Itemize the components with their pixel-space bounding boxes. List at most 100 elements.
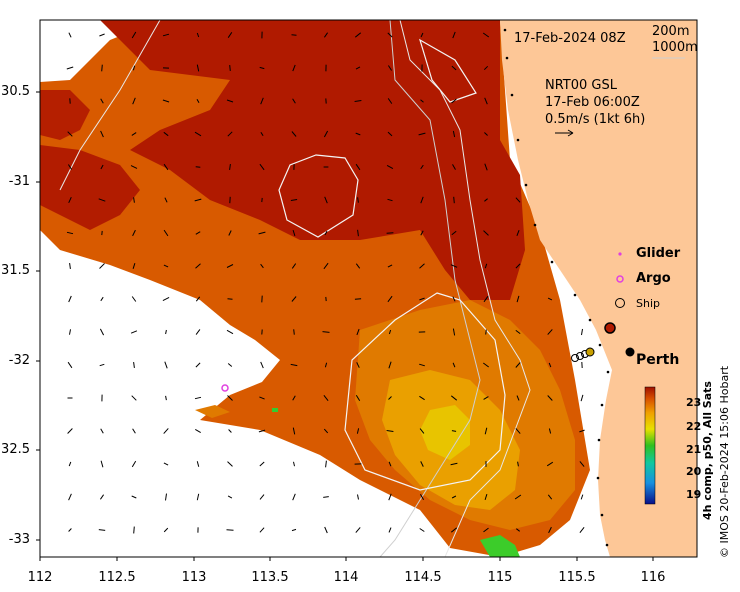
current-vector	[483, 295, 489, 303]
lat-label: -32	[8, 353, 30, 368]
current-vector	[484, 97, 488, 105]
map-date: 17-Feb-2024 08Z	[514, 31, 626, 46]
current-vector	[226, 264, 234, 268]
current-vector	[227, 363, 233, 367]
current-vector	[453, 196, 455, 204]
current-vector	[226, 99, 234, 103]
current-vector	[163, 229, 169, 237]
current-vector	[164, 197, 168, 203]
current-vector	[292, 395, 296, 401]
current-vectors	[66, 31, 585, 534]
current-vector	[450, 264, 458, 268]
current-vector	[355, 163, 361, 171]
sst-green-dot	[272, 408, 278, 412]
current-vector	[98, 529, 106, 531]
current-vector	[419, 263, 425, 269]
current-vector	[196, 32, 200, 38]
current-vector	[163, 131, 169, 137]
current-vector	[259, 494, 265, 500]
current-vector	[420, 230, 424, 236]
current-vector	[194, 131, 202, 137]
current-vector	[195, 329, 201, 335]
current-vector	[132, 263, 136, 269]
current-vector	[68, 461, 72, 467]
current-vector	[323, 394, 329, 402]
current-vector	[292, 229, 296, 237]
current-vector	[580, 394, 584, 402]
current-vector	[163, 163, 169, 171]
current-vector	[323, 496, 329, 498]
legend-ship: Ship	[636, 297, 660, 310]
current-vector	[131, 395, 137, 401]
current-vector	[450, 462, 458, 466]
contour-west	[59, 20, 161, 191]
sst-hot-north	[100, 20, 525, 300]
current-vector	[450, 527, 458, 533]
colorbar	[644, 386, 656, 505]
current-vector	[195, 362, 201, 368]
current-vector	[579, 429, 585, 433]
current-vector	[356, 362, 360, 368]
map-frame	[39, 19, 698, 558]
current-vector	[419, 428, 425, 434]
ship-position[interactable]	[604, 322, 616, 334]
current-vector	[66, 66, 74, 70]
current-vector	[516, 395, 520, 401]
current-vector	[131, 460, 137, 468]
current-vector	[259, 163, 265, 171]
current-vector	[420, 99, 424, 103]
sst-hot-west	[40, 90, 90, 140]
current-vector	[451, 98, 457, 104]
current-vector	[515, 362, 521, 368]
current-vector	[196, 98, 200, 104]
current-vector	[101, 64, 103, 72]
glider-legend-icon	[618, 252, 622, 256]
current-vector	[322, 331, 330, 333]
ship-track[interactable]	[571, 347, 595, 362]
lat-label: 30.5	[1, 84, 30, 99]
current-vector	[387, 198, 393, 202]
current-vector	[420, 164, 424, 170]
current-vector	[291, 34, 297, 36]
current-title: NRT00 GSL	[545, 78, 617, 93]
current-vector	[387, 32, 393, 38]
current-vector	[324, 362, 328, 368]
colorbar-tick: 20	[686, 465, 702, 478]
current-vector	[99, 263, 105, 269]
current-vector	[452, 328, 456, 336]
current-vector	[451, 230, 457, 236]
current-vector	[133, 362, 135, 368]
current-vector	[387, 131, 393, 137]
current-vector	[388, 396, 392, 400]
current-vector	[227, 298, 233, 300]
current-vector	[259, 66, 265, 70]
contour-label-1000m: 1000m	[652, 40, 698, 55]
current-vector	[291, 296, 297, 302]
current-time: 17-Feb 06:00Z	[545, 95, 640, 110]
current-vector	[419, 363, 425, 367]
current-vector	[325, 460, 327, 468]
current-vector	[357, 197, 359, 203]
current-vector	[228, 429, 232, 433]
current-vector	[580, 494, 584, 500]
current-vector	[516, 295, 520, 303]
lon-label: 113	[181, 570, 207, 585]
lon-label: 113.5	[251, 570, 289, 585]
current-vector	[452, 164, 456, 170]
current-vector	[260, 131, 264, 137]
current-vector	[355, 66, 361, 70]
current-vector	[68, 196, 72, 204]
current-vector	[293, 329, 295, 335]
current-vector	[292, 64, 296, 72]
current-vector	[196, 64, 200, 72]
lon-label: 114	[333, 570, 359, 585]
lon-label: 112	[27, 570, 53, 585]
scale-arrow	[555, 129, 574, 137]
region-north	[418, 38, 477, 103]
current-vector	[354, 32, 362, 38]
current-vector	[165, 493, 167, 501]
current-vector	[356, 428, 360, 434]
argo-float[interactable]	[221, 384, 229, 392]
current-vector	[195, 428, 201, 434]
